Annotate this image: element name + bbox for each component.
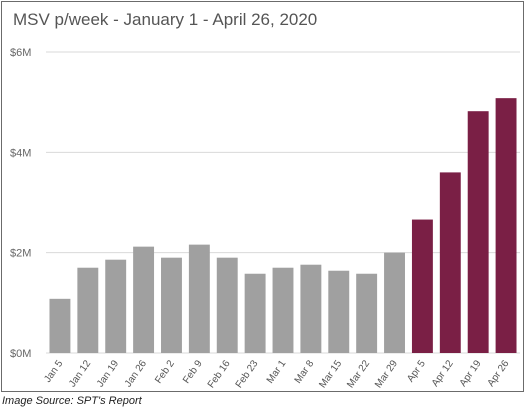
y-tick-label: $6M [10,47,31,59]
image-source-caption: Image Source: SPT's Report [2,395,142,407]
y-tick-label: $4M [10,147,31,159]
bar-14 [411,219,433,353]
y-tick-label: $0M [10,348,31,360]
x-tick-label: Mar 8 [293,358,317,386]
x-tick-label: Apr 5 [405,358,428,384]
bar-5 [161,257,182,353]
bar-1 [49,298,71,353]
x-tick-label: Jan 26 [123,358,149,389]
x-tick-label: Apr 26 [486,358,512,389]
x-tick-label: Mar 29 [373,358,400,390]
bar-2 [77,267,99,353]
x-tick-label: Mar 22 [345,358,372,390]
x-tick-label: Apr 12 [430,358,456,389]
bar-8 [244,273,266,353]
bar-12 [356,273,378,353]
x-tick-label: Feb 2 [153,358,177,386]
x-tick-label: Jan 12 [67,358,93,389]
x-tick-label: Feb 9 [181,358,205,386]
x-tick-label: Jan 19 [95,358,121,389]
x-tick-label: Jan 5 [42,358,65,385]
bar-3 [105,259,127,353]
bar-13 [384,252,405,353]
chart-title: MSV p/week - January 1 - April 26, 2020 [13,10,318,29]
x-tick-label: Feb 16 [206,358,233,390]
x-tick-label: Feb 23 [234,358,261,390]
x-tick-label: Mar 1 [265,358,289,386]
bar-9 [272,267,294,353]
bar-6 [188,244,210,353]
bar-16 [467,111,489,354]
x-tick-label: Mar 15 [317,358,344,390]
bar-10 [300,264,322,353]
bar-7 [216,257,238,353]
bar-11 [328,270,350,353]
y-tick-label: $2M [10,248,31,260]
bar-4 [133,246,155,353]
bar-15 [439,172,461,353]
x-tick-label: Apr 19 [458,358,484,389]
bar-17 [495,98,517,353]
